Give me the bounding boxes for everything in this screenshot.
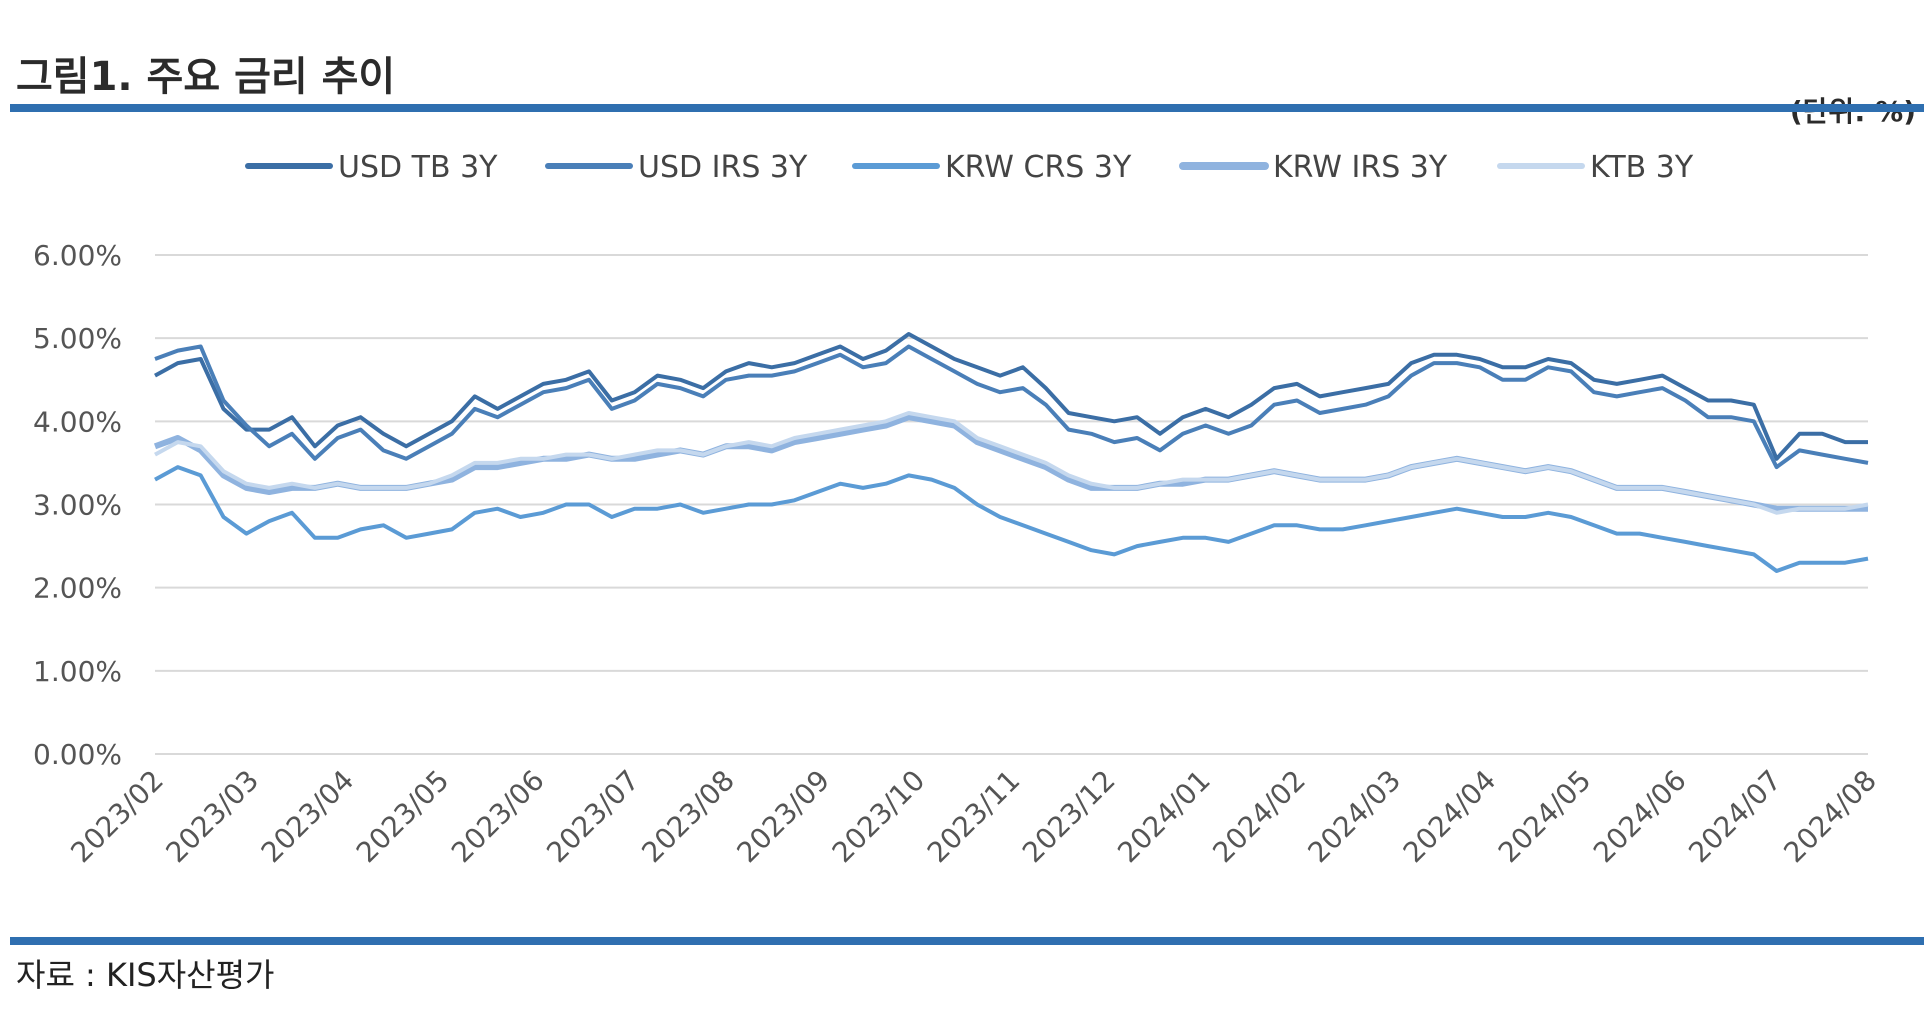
x-tick-label: 2023/11 <box>921 764 1027 870</box>
x-axis: 2023/022023/032023/042023/052023/062023/… <box>64 764 1883 870</box>
legend-label: USD TB 3Y <box>338 150 498 185</box>
y-tick-label: 5.00% <box>33 322 122 355</box>
y-tick-label: 2.00% <box>33 572 122 605</box>
x-tick-label: 2024/01 <box>1111 764 1217 870</box>
x-tick-label: 2023/02 <box>64 764 170 870</box>
x-tick-label: 2024/06 <box>1587 764 1693 870</box>
chart-gridlines <box>155 254 1868 755</box>
line-chart: USD TB 3Y USD IRS 3Y KRW CRS 3Y KRW IRS 3Y K… <box>33 150 1883 870</box>
top-divider <box>10 104 1924 112</box>
y-tick-label: 4.00% <box>33 405 122 438</box>
series-lines <box>153 332 1869 573</box>
series-line-usd-tb-3y <box>154 332 1868 461</box>
y-tick-label: 1.00% <box>33 655 122 688</box>
y-tick-label: 3.00% <box>33 489 122 522</box>
legend-label: KRW IRS 3Y <box>1273 150 1448 185</box>
legend-label: KTB 3Y <box>1590 150 1694 185</box>
x-tick-label: 2023/09 <box>731 764 837 870</box>
x-tick-label: 2023/08 <box>635 764 741 870</box>
x-tick-label: 2023/04 <box>255 764 361 870</box>
x-tick-label: 2023/05 <box>350 764 456 870</box>
series-line-usd-irs-3y <box>154 344 1869 470</box>
x-tick-label: 2024/05 <box>1492 764 1598 870</box>
x-tick-label: 2023/06 <box>445 764 551 870</box>
x-tick-label: 2023/07 <box>540 764 646 870</box>
x-tick-label: 2024/02 <box>1206 764 1312 870</box>
series-line-krw-crs-3y <box>154 465 1869 573</box>
page-title: 그림1. 주요 금리 추이 <box>16 54 396 100</box>
x-tick-label: 2024/07 <box>1682 764 1788 870</box>
y-tick-label: 6.00% <box>33 239 122 272</box>
x-tick-label: 2024/08 <box>1777 764 1883 870</box>
x-tick-label: 2023/10 <box>826 764 932 870</box>
y-tick-label: 0.00% <box>33 738 122 771</box>
x-tick-label: 2023/03 <box>160 764 266 870</box>
y-axis: 0.00% 1.00% 2.00% 3.00% 4.00% 5.00% 6.00% <box>33 239 122 771</box>
source-note: 자료 : KIS자산평가 <box>16 956 275 994</box>
x-tick-label: 2023/12 <box>1016 764 1122 870</box>
bottom-divider <box>10 937 1924 945</box>
series-line-krw-irs-3y <box>153 414 1868 512</box>
x-tick-label: 2024/03 <box>1302 764 1408 870</box>
x-tick-label: 2024/04 <box>1397 764 1503 870</box>
legend-label: KRW CRS 3Y <box>945 150 1132 185</box>
chart-legend: USD TB 3Y USD IRS 3Y KRW CRS 3Y KRW IRS 3Y K… <box>245 150 1694 185</box>
legend-label: USD IRS 3Y <box>638 150 808 185</box>
series-line-ktb-3y <box>154 411 1869 515</box>
